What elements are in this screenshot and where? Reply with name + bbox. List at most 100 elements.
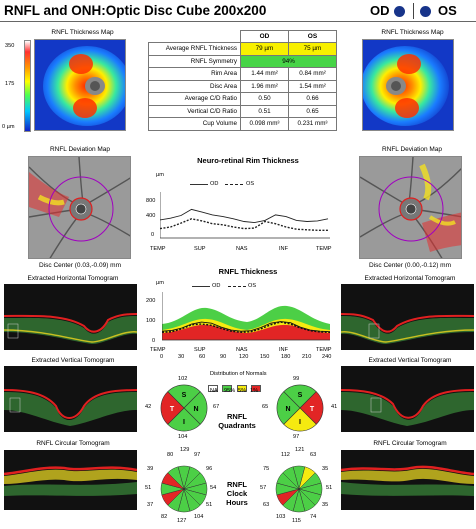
page-title: RNFL and ONH:Optic Disc Cube 200x200 [4,3,267,18]
avg-rnfl-os: 75 µm [288,42,337,56]
rnfl-xtick-top: SUP [194,347,206,353]
os-quad-t [299,391,324,425]
od-quad-n [183,391,208,425]
od-clock-value: 82 [161,514,168,520]
header-divider [413,3,414,19]
scale-mid-label: 175 [5,81,15,87]
rnfl-legend-od: OD [212,283,221,289]
avg-cd-os: 0.66 [288,92,337,106]
os-clock-value: 115 [292,518,301,524]
od-quad-n-value: 67 [213,404,220,410]
cup-volume-os: 0.231 mm³ [288,117,337,131]
od-quad-t-value: 42 [145,404,152,410]
col-od: OD [240,30,289,43]
quadrants-label-2: Quadrants [218,421,256,430]
rnfl-ytick: 200 [146,298,156,304]
vert-tomo-title-od: Extracted Vertical Tomogram [31,357,115,364]
rnfl-chart-plot [162,292,331,341]
vert-tomo-title-os: Extracted Vertical Tomogram [368,357,452,364]
rim-xtick: TEMP [150,246,166,252]
disc-center-od: Disc Center (0.03,-0.09) mm [39,262,121,269]
normal-band-red [162,324,330,340]
rnfl-ytick: 0 [152,338,156,344]
od-quad-t [160,391,185,425]
rim-legend-os-swatch [225,184,243,185]
svg-text:S: S [298,392,303,399]
rnfl-xtick-top: TEMP [150,347,166,353]
rim-legend-od-swatch [190,184,208,185]
parameters-table: OD OS Average RNFL Thickness 79 µm 75 µm… [148,30,337,131]
rnfl-xtick-top: NAS [236,347,248,353]
row-label: Average RNFL Thickness [148,42,241,56]
rim-ytick: 400 [146,213,156,219]
rim-legend-od: OD [210,181,219,187]
os-quad-s-value: 99 [293,376,300,382]
row-label: RNFL Symmetry [148,54,241,68]
row-label: Disc Area [148,79,241,93]
scale-bottom-label: 0 µm [2,124,15,130]
od-clock-value: 54 [210,485,217,491]
thickness-color-scale [24,40,31,132]
os-clock-value: 51 [326,485,333,491]
rim-os-series-line [160,218,328,231]
table-row: Disc Area 1.96 mm² 1.54 mm² [148,79,337,93]
svg-text:N: N [285,406,290,413]
od-quad-i [167,407,201,432]
legend-swatch-na [208,385,218,392]
rnfl-xtick: 180 [281,354,291,360]
clock-label-2: Clock [226,489,248,498]
header-rule [0,21,476,22]
legend-label-na: NA [210,388,218,394]
vert-tomogram-od [4,366,137,432]
rnfl-chart-unit: µm [156,280,164,286]
rnfl-xtick: 120 [239,354,249,360]
rnfl-xtick: 210 [302,354,312,360]
rnfl-xtick: 90 [220,354,227,360]
od-quad-i-value: 104 [178,434,188,440]
rnfl-xtick-top: INF [279,347,289,353]
rim-xtick: INF [279,246,289,252]
normals-legend-title: Distribution of Normals [210,371,267,377]
rnfl-xtick: 240 [322,354,332,360]
disc-center-os: Disc Center (0.00,-0.12) mm [369,262,451,269]
svg-text:I: I [299,419,301,426]
od-quad-s [167,384,201,409]
os-clock-sector [282,466,300,490]
thickness-map-od [34,39,126,131]
os-quad-n [276,391,301,425]
thickness-map-title-os: RNFL Thickness Map [381,29,444,36]
legend-label-5: 5% [238,388,247,394]
row-label: Average C/D Ratio [148,92,241,106]
os-label: OS [438,3,457,18]
rnfl-symmetry-value: 94% [240,54,337,68]
clock-chart-od [160,465,208,513]
legend-label-95: 95% [224,388,236,394]
rnfl-legend-os: OS [248,283,257,289]
od-clock-value: 129 [180,447,190,453]
circ-tomo-title-os: RNFL Circular Tomogram [373,440,447,447]
svg-text:T: T [310,406,315,413]
table-row: Average RNFL Thickness 79 µm 75 µm [148,42,337,56]
rim-xtick: SUP [194,246,206,252]
os-quad-s [283,384,317,409]
deviation-map-os [359,156,462,259]
table-row: Vertical C/D Ratio 0.51 0.65 [148,104,337,118]
rnfl-chart-title: RNFL Thickness [218,267,278,276]
horiz-tomo-title-od: Extracted Horizontal Tomogram [27,275,119,282]
clock-chart-os [275,465,323,513]
circ-tomo-title-od: RNFL Circular Tomogram [36,440,110,447]
clock-label-1: RNFL [227,480,247,489]
os-clock-value: 103 [276,514,286,520]
horiz-tomogram-od [4,284,137,350]
od-label: OD [370,3,390,18]
rnfl-ytick: 100 [146,318,156,324]
od-clock-value: 80 [167,452,174,458]
normals-legend [208,379,262,397]
table-row: RNFL Symmetry 94% [148,54,337,68]
rim-od-series-line [160,208,329,224]
rnfl-legend-os-swatch [228,286,246,287]
os-quad-n-value: 65 [262,404,269,410]
os-clock-value: 112 [281,452,290,458]
rim-chart-title: Neuro-retinal Rim Thickness [197,156,299,165]
avg-cd-od: 0.50 [240,92,289,106]
